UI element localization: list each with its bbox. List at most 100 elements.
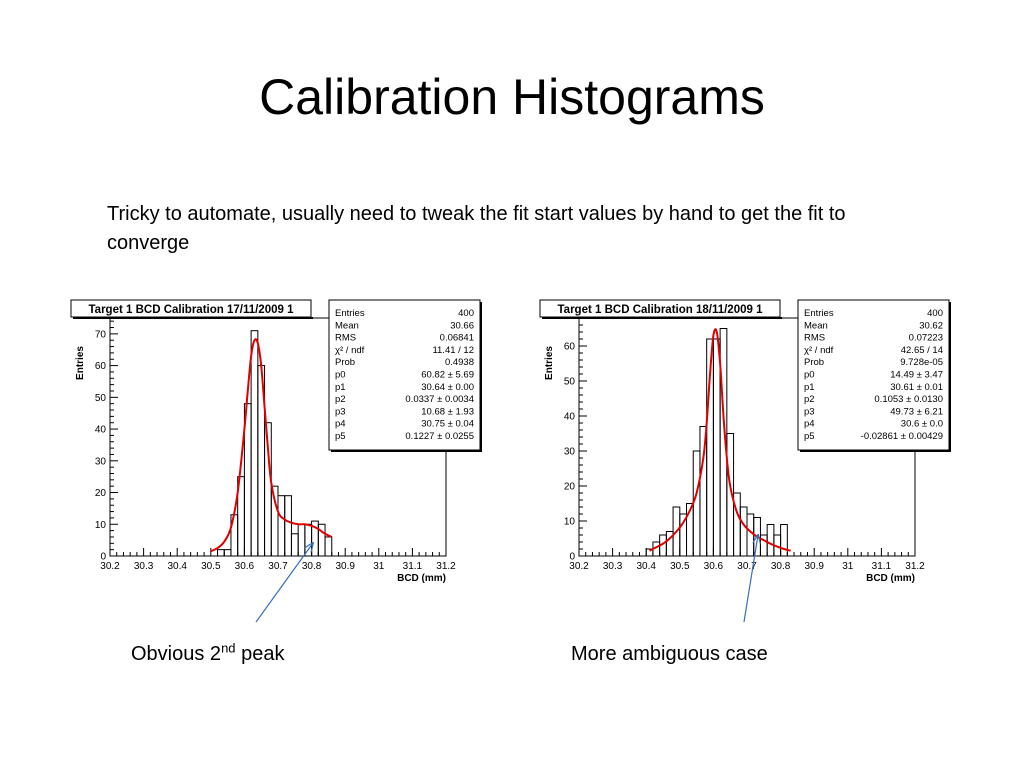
stats-label: p1 (335, 382, 346, 393)
stats-label: p5 (804, 431, 815, 442)
x-tick-label: 30.2 (569, 561, 589, 572)
stats-label: p2 (335, 394, 346, 405)
y-axis-label: Entries (75, 346, 86, 380)
y-tick-label: 30 (95, 456, 107, 467)
x-tick-label: 30.3 (134, 561, 154, 572)
stats-value: 9.728e-05 (900, 357, 943, 368)
stats-value: 14.49 ± 3.47 (890, 370, 943, 381)
x-tick-label: 31 (373, 561, 385, 572)
stats-label: Prob (335, 357, 355, 368)
stats-value: 60.82 ± 5.69 (421, 370, 474, 381)
stats-value: 11.41 / 12 (432, 345, 474, 356)
x-axis-label: BCD (mm) (866, 573, 915, 584)
x-tick-label: 30.6 (704, 561, 724, 572)
y-tick-label: 20 (95, 488, 107, 499)
stats-label: χ² / ndf (335, 345, 365, 356)
caption-obvious-second-peak: Obvious 2nd peak (131, 640, 284, 668)
x-tick-label: 30.5 (670, 561, 690, 572)
x-tick-label: 30.2 (100, 561, 120, 572)
y-tick-label: 20 (564, 482, 576, 493)
x-tick-label: 31.2 (436, 561, 456, 572)
y-axis-label: Entries (544, 346, 555, 380)
y-tick-label: 0 (100, 552, 106, 563)
stats-label: p3 (804, 406, 815, 417)
histogram-plot-17-11-2009: 30.2 30.3 30.4 30.5 30.6 30.7 30.8 30.9 31 31.1 31… (68, 296, 488, 586)
x-tick-label: 30.8 (771, 561, 791, 572)
x-tick-label: 30.7 (737, 561, 757, 572)
stats-value: 49.73 ± 6.21 (890, 406, 943, 417)
x-tick-label: 31.2 (905, 561, 925, 572)
y-tick-label: 30 (564, 447, 576, 458)
x-tick-label: 30.7 (268, 561, 288, 572)
histogram-bin (324, 536, 333, 557)
y-tick-label: 10 (564, 517, 576, 528)
x-tick-label: 30.6 (235, 561, 255, 572)
stats-label: Prob (804, 357, 824, 368)
stats-label: p3 (335, 406, 346, 417)
histogram-svg: 30.2 30.3 30.4 30.5 30.6 30.7 30.8 30.9 31 31.1 31… (539, 299, 951, 584)
stats-label: χ² / ndf (804, 345, 834, 356)
slide-title: Calibration Histograms (259, 69, 765, 125)
caption-left-superscript: nd (221, 640, 236, 656)
stats-box (797, 299, 950, 451)
x-tick-label: 30.3 (603, 561, 623, 572)
y-tick-label: 50 (95, 393, 107, 404)
y-tick-label: 60 (564, 342, 576, 353)
stats-value: 400 (927, 308, 943, 319)
stats-value: 0.1227 ± 0.0255 (405, 431, 474, 442)
x-tick-label: 30.5 (201, 561, 221, 572)
stats-value: 30.61 ± 0.01 (890, 382, 943, 393)
x-tick-label: 30.9 (804, 561, 824, 572)
y-tick-label: 0 (569, 552, 575, 563)
y-tick-label: 10 (95, 520, 107, 531)
fit-curve (210, 338, 333, 553)
caption-left-text: Obvious 2 (131, 643, 222, 665)
stats-value: 30.62 (919, 320, 943, 331)
y-tick-label: 40 (564, 412, 576, 423)
y-tick-label: 60 (95, 361, 107, 372)
stats-label: p4 (335, 419, 346, 430)
y-tick-label: 50 (564, 377, 576, 388)
stats-value: 30.6 ± 0.0 (901, 419, 943, 430)
x-tick-label: 30.8 (302, 561, 322, 572)
stats-label: Mean (804, 320, 828, 331)
stats-value: 42.65 / 14 (901, 345, 943, 356)
stats-label: Mean (335, 320, 359, 331)
y-tick-label: 70 (95, 329, 107, 340)
x-tick-label: 30.4 (636, 561, 656, 572)
caption-more-ambiguous-case: More ambiguous case (571, 643, 768, 665)
stats-label: p0 (335, 370, 346, 381)
arrow-to-ambiguous-region (743, 535, 758, 623)
stats-label: p4 (804, 419, 815, 430)
stats-box (328, 299, 481, 451)
stats-label: p2 (804, 394, 815, 405)
histogram-svg: 30.2 30.3 30.4 30.5 30.6 30.7 30.8 30.9 31 31.1 31… (70, 299, 482, 584)
stats-label: Entries (804, 308, 834, 319)
stats-value: 10.68 ± 1.93 (421, 406, 474, 417)
x-tick-label: 30.9 (335, 561, 355, 572)
histogram-bin (284, 495, 292, 557)
stats-value: 30.75 ± 0.04 (421, 419, 474, 430)
stats-value: 0.4938 (445, 357, 474, 368)
stats-value: 0.06841 (440, 333, 474, 344)
x-tick-label: 30.4 (167, 561, 187, 572)
stats-label: Entries (335, 308, 365, 319)
stats-label: RMS (804, 333, 825, 344)
stats-value: 400 (458, 308, 474, 319)
stats-value: 30.64 ± 0.00 (421, 382, 474, 393)
caption-left-tail: peak (235, 643, 285, 665)
slide-body-text: Tricky to automate, usually need to twea… (107, 203, 846, 254)
x-tick-label: 31.1 (872, 561, 892, 572)
stats-value: 0.1053 ± 0.0130 (874, 394, 943, 405)
stats-value: -0.02861 ± 0.00429 (861, 431, 943, 442)
x-axis-label: BCD (mm) (397, 573, 446, 584)
x-tick-label: 31.1 (403, 561, 423, 572)
stats-label: p0 (804, 370, 815, 381)
y-tick-label: 40 (95, 425, 107, 436)
histogram-plot-18-11-2009: 30.2 30.3 30.4 30.5 30.6 30.7 30.8 30.9 31 31.1 31… (537, 296, 957, 586)
stats-value: 30.66 (450, 320, 474, 331)
title-box-shadow (73, 317, 313, 319)
chart-title: Target 1 BCD Calibration 18/11/2009 1 (558, 304, 764, 316)
stats-value: 0.07223 (909, 333, 943, 344)
